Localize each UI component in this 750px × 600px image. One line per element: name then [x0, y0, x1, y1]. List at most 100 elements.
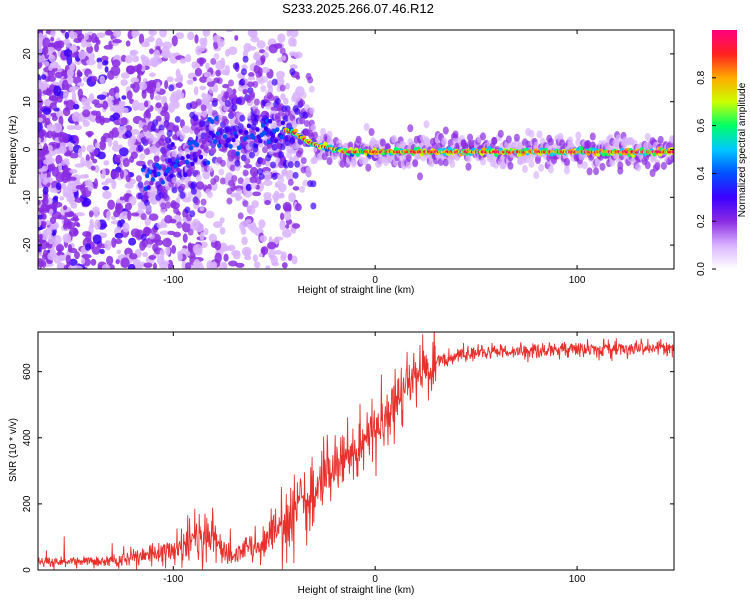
- heat-cell: [260, 85, 267, 93]
- x-tick-label: 100: [569, 574, 586, 585]
- snr-x-axis-label: Height of straight line (km): [298, 585, 415, 596]
- heat-cell: [528, 129, 535, 138]
- heat-cell: [184, 159, 190, 165]
- heat-cell: [185, 262, 192, 269]
- heat-cell: [232, 88, 237, 95]
- heat-cell: [140, 54, 146, 61]
- heat-cell: [86, 144, 95, 153]
- heat-cell: [363, 123, 370, 132]
- heat-cell: [252, 80, 259, 88]
- heat-cell: [78, 50, 87, 60]
- heat-cell: [654, 162, 661, 171]
- heat-cell: [42, 186, 49, 195]
- heat-cell: [228, 179, 235, 187]
- heat-cell: [269, 254, 274, 261]
- heat-cell: [229, 164, 236, 172]
- heat-cell: [216, 77, 223, 85]
- heat-cell: [193, 86, 199, 96]
- heat-cell: [140, 213, 147, 221]
- heat-cell: [240, 227, 247, 235]
- heat-cell: [265, 102, 272, 110]
- heat-cell: [261, 146, 268, 154]
- heat-cell: [467, 133, 474, 142]
- heat-cell: [169, 52, 179, 64]
- heat-cell: [186, 102, 193, 110]
- heat-cell: [350, 157, 357, 166]
- heat-cell: [239, 114, 246, 122]
- heat-cell: [195, 174, 202, 182]
- heat-cell: [278, 176, 285, 184]
- heat-cell: [72, 227, 78, 236]
- heat-cell: [280, 93, 286, 101]
- heat-cell: [70, 217, 80, 222]
- heat-cell: [74, 197, 84, 203]
- heat-cell: [270, 161, 277, 169]
- heat-cell: [138, 33, 145, 45]
- heat-cell: [114, 232, 124, 239]
- heat-cell: [282, 114, 289, 122]
- heat-cell: [249, 151, 256, 159]
- heat-cell: [264, 161, 272, 167]
- heat-cell: [170, 91, 180, 103]
- heat-cell: [248, 71, 255, 78]
- heat-cell: [111, 59, 121, 68]
- heat-cell: [268, 43, 278, 54]
- heat-cell: [213, 53, 220, 61]
- heat-cell: [253, 98, 260, 106]
- heat-cell: [72, 265, 83, 269]
- heat-cell: [112, 39, 123, 44]
- heat-cell: [276, 119, 283, 127]
- heat-cell: [186, 79, 194, 85]
- heat-cell: [202, 170, 211, 180]
- heat-cell: [536, 130, 543, 139]
- heat-cell: [277, 33, 286, 43]
- heat-cell: [258, 252, 263, 258]
- heat-cell: [146, 185, 151, 190]
- heat-cell: [61, 79, 69, 91]
- heat-cell: [85, 154, 90, 163]
- heat-cell: [242, 55, 249, 63]
- heat-cell: [203, 228, 209, 236]
- heat-cell: [48, 54, 56, 63]
- heat-cell: [147, 36, 155, 43]
- heat-cell: [491, 136, 498, 145]
- heat-cell: [54, 71, 63, 79]
- heat-cell: [85, 41, 92, 48]
- heat-cell: [45, 88, 53, 96]
- heat-cell: [56, 95, 63, 103]
- heat-cell: [267, 118, 273, 124]
- heat-cell: [221, 140, 226, 145]
- heat-cell: [101, 60, 109, 66]
- heat-cell: [263, 170, 272, 182]
- heat-cell: [137, 144, 144, 152]
- heat-cell: [189, 210, 196, 218]
- heat-cell: [207, 191, 214, 199]
- heat-cell: [222, 262, 228, 269]
- heat-cell: [194, 198, 201, 206]
- heat-cell: [124, 55, 133, 64]
- heat-cell: [160, 134, 167, 142]
- heat-cell: [68, 258, 78, 266]
- heat-cell: [326, 130, 333, 139]
- heat-cell: [38, 207, 44, 213]
- heat-cell: [150, 124, 157, 132]
- heat-cell: [129, 50, 137, 57]
- heat-cell: [247, 45, 257, 51]
- heat-cell: [218, 133, 225, 141]
- x-tick-label: -100: [163, 275, 183, 286]
- heat-cell: [171, 176, 178, 184]
- heat-cell: [50, 36, 55, 42]
- heat-cell: [208, 86, 215, 94]
- heat-cell: [215, 60, 226, 71]
- heat-cell: [55, 244, 65, 253]
- heat-cell: [159, 230, 170, 236]
- heat-cell: [82, 105, 92, 111]
- heat-cell: [229, 109, 236, 117]
- heat-cell: [204, 137, 209, 142]
- heat-cell: [199, 85, 207, 91]
- heat-cell: [152, 119, 159, 127]
- heat-cell: [213, 175, 220, 183]
- heat-cell: [266, 139, 271, 145]
- heat-cell: [161, 50, 172, 59]
- heat-cell: [589, 132, 596, 141]
